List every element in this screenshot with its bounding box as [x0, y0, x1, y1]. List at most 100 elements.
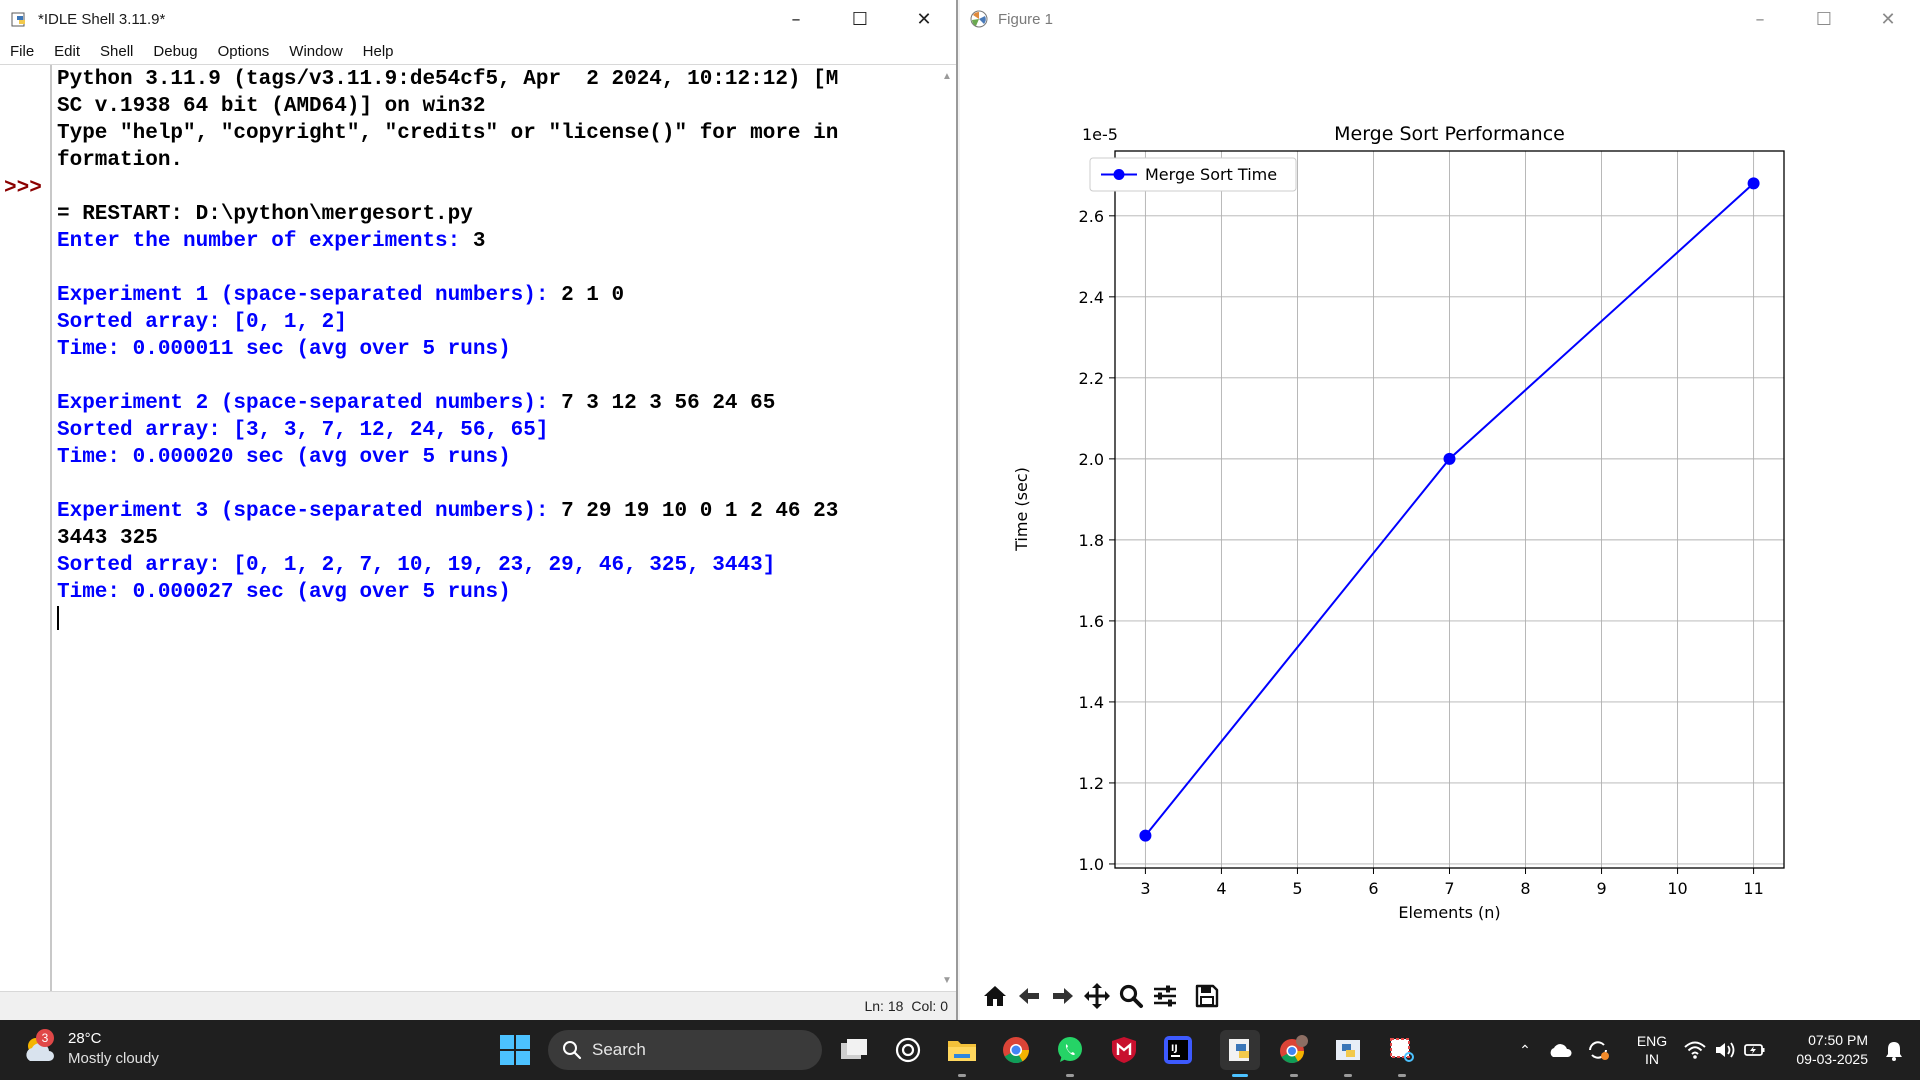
toolbar-pan-button[interactable]: [1080, 979, 1114, 1013]
snipping-tool-icon: [1390, 1038, 1414, 1062]
show-hidden-icons-chevron-icon[interactable]: ⌃: [1519, 1041, 1531, 1058]
quick-settings[interactable]: [1684, 1020, 1766, 1080]
chart-title: Merge Sort Performance: [1334, 123, 1565, 145]
y-ticks: 1.0 1.2 1.4 1.6 1.8 2.0 2.2 2.4 2.6: [1079, 207, 1115, 874]
matplotlib-figure-window: Figure 1 – ☐ ✕ 3 4 5 6 7 8 9 10 11 1.0 1.2 1.4 1.6 1…: [960, 0, 1920, 1020]
figure-minimize-button[interactable]: –: [1728, 0, 1792, 38]
volume-icon: [1716, 1042, 1735, 1058]
taskbar-whatsapp[interactable]: [1050, 1030, 1090, 1077]
onedrive-cloud-icon[interactable]: [1548, 1040, 1574, 1060]
svg-text:IJ: IJ: [1171, 1044, 1178, 1054]
taskbar-file-explorer[interactable]: [942, 1030, 982, 1077]
menu-window[interactable]: Window: [289, 42, 343, 60]
shell-input-line[interactable]: [57, 606, 937, 633]
data-point[interactable]: [1443, 452, 1456, 465]
x-ticks: 3 4 5 6 7 8 9 10 11: [1140, 868, 1764, 898]
data-point[interactable]: [1747, 177, 1760, 190]
shell-text-segment: 2 1 0: [561, 284, 625, 307]
legend-entry-label: Merge Sort Time: [1145, 165, 1277, 184]
legend-marker-swatch: [1113, 169, 1125, 180]
data-point[interactable]: [1139, 829, 1152, 842]
text-cursor: [57, 606, 59, 631]
notification-bell-icon[interactable]: [1884, 1040, 1904, 1062]
shell-text-segment: Sorted array: [0, 1, 2]: [57, 311, 347, 334]
windows-logo-icon: [500, 1035, 530, 1065]
menu-shell[interactable]: Shell: [100, 42, 134, 60]
whatsapp-icon: [1058, 1037, 1082, 1062]
y-tick-label: 1.0: [1079, 855, 1104, 874]
menu-file[interactable]: File: [10, 42, 35, 60]
search-icon: [563, 1041, 582, 1060]
toolbar-zoom-button[interactable]: [1114, 979, 1148, 1013]
taskbar-task-view[interactable]: [834, 1030, 874, 1070]
taskbar-idle-active[interactable]: [1220, 1030, 1260, 1077]
shell-area: >>> Python 3.11.9 (tags/v3.11.9:de54cf5,…: [0, 64, 956, 992]
taskbar-snipping-tool[interactable]: [1382, 1030, 1422, 1077]
taskbar-mcafee[interactable]: [1104, 1030, 1144, 1070]
figure-maximize-button[interactable]: ☐: [1792, 0, 1856, 38]
task-view-icon: [841, 1039, 867, 1059]
maximize-icon: ☐: [851, 8, 869, 30]
idle-window-title: *IDLE Shell 3.11.9*: [38, 10, 166, 28]
status-line: Ln: 18: [864, 998, 904, 1014]
system-tray: ⌃: [1512, 1020, 1610, 1080]
shell-line: Type "help", "copyright", "credits" or "…: [57, 120, 937, 147]
grid-lines: [1115, 151, 1784, 868]
keyboard-region: IN: [1645, 1051, 1659, 1067]
scroll-up-icon[interactable]: ▲: [942, 71, 952, 82]
forward-arrow-icon: [1053, 988, 1073, 1004]
language-indicator[interactable]: ENG IN: [1626, 1020, 1678, 1080]
battery-charging-icon: [1744, 1044, 1765, 1056]
start-button[interactable]: [500, 1035, 530, 1065]
x-tick-label: 5: [1292, 879, 1302, 898]
shell-line: formation.: [57, 147, 937, 174]
taskbar-clock[interactable]: 07:50 PM 09-03-2025: [1796, 1031, 1868, 1069]
chrome-icon: [1003, 1037, 1030, 1064]
shell-text-area[interactable]: Python 3.11.9 (tags/v3.11.9:de54cf5, Apr…: [57, 65, 937, 992]
toolbar-configure-button[interactable]: [1148, 979, 1182, 1013]
maximize-icon: ☐: [1815, 8, 1833, 30]
folder-icon: [948, 1041, 976, 1061]
running-indicator: [1398, 1074, 1406, 1077]
close-button[interactable]: ✕: [892, 0, 956, 38]
x-tick-label: 8: [1520, 879, 1530, 898]
idle-titlebar[interactable]: *IDLE Shell 3.11.9* – ☐ ✕: [0, 0, 956, 38]
taskbar-chrome[interactable]: [996, 1030, 1036, 1070]
running-indicator: [1344, 1074, 1352, 1077]
x-tick-label: 3: [1140, 879, 1150, 898]
zoom-icon: [1119, 984, 1143, 1008]
y-tick-label: 1.4: [1079, 693, 1104, 712]
menu-edit[interactable]: Edit: [54, 42, 81, 60]
taskbar-chatgpt[interactable]: [888, 1030, 928, 1070]
toolbar-home-button[interactable]: [978, 979, 1012, 1013]
shell-line: Time: 0.000011 sec (avg over 5 runs): [57, 336, 937, 363]
menu-help[interactable]: Help: [362, 42, 394, 60]
y-tick-label: 2.0: [1079, 450, 1104, 469]
taskbar-intellij[interactable]: IJ: [1158, 1030, 1198, 1070]
toolbar-save-button[interactable]: [1190, 979, 1224, 1013]
shell-text-segment: Time: 0.000020 sec (avg over 5 runs): [57, 446, 511, 469]
taskbar-chrome-profile[interactable]: [1274, 1030, 1314, 1077]
taskbar-search-box[interactable]: Search: [548, 1030, 822, 1070]
shell-text-segment: = RESTART: D:\python\mergesort.py: [57, 203, 473, 226]
menu-debug[interactable]: Debug: [153, 42, 198, 60]
plot-canvas[interactable]: 3 4 5 6 7 8 9 10 11 1.01.21.41.61.82.02.22.42.6 …: [960, 38, 1920, 972]
maximize-button[interactable]: ☐: [828, 0, 892, 38]
figure-titlebar[interactable]: Figure 1 – ☐ ✕: [960, 0, 1920, 38]
figure-toolbar: [960, 972, 1920, 1020]
menu-options[interactable]: Options: [217, 42, 270, 60]
sync-update-icon[interactable]: [1586, 1038, 1610, 1062]
vertical-scrollbar[interactable]: ▲ ▼: [938, 65, 956, 992]
scroll-down-icon[interactable]: ▼: [942, 975, 952, 986]
weather-widget[interactable]: 3 28°C Mostly cloudy: [22, 1029, 159, 1069]
figure-close-button[interactable]: ✕: [1856, 0, 1920, 38]
shell-text-segment: Experiment 2 (space-separated numbers):: [57, 392, 562, 415]
taskbar-python[interactable]: [1328, 1030, 1368, 1077]
toolbar-forward-button[interactable]: [1046, 979, 1080, 1013]
shell-text-segment: Sorted array: [0, 1, 2, 7, 10, 19, 23, 2…: [57, 554, 776, 577]
python-app-icon: [11, 12, 25, 27]
shell-line: Time: 0.000020 sec (avg over 5 runs): [57, 444, 937, 471]
shell-line: Sorted array: [0, 1, 2, 7, 10, 19, 23, 2…: [57, 552, 937, 579]
toolbar-back-button[interactable]: [1012, 979, 1046, 1013]
minimize-button[interactable]: –: [764, 0, 828, 38]
